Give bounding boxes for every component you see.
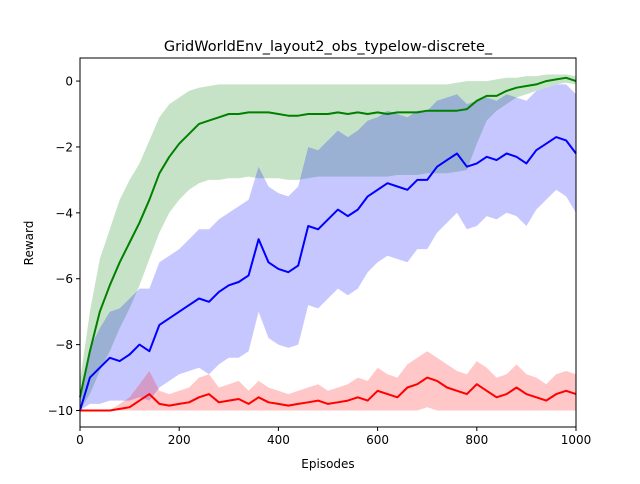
y-axis-ticks: 0 −2 −4 −6 −8 −10 [48, 75, 80, 418]
plot-frame [79, 57, 577, 428]
chart-title: GridWorldEnv_layout2_obs_typelow-discret… [164, 39, 493, 55]
y-tick-label: −6 [55, 272, 73, 286]
y-tick-label: −8 [55, 338, 73, 352]
y-tick-label: −2 [55, 140, 73, 154]
y-tick-label: 0 [65, 75, 73, 89]
axes [79, 57, 577, 428]
series-1-band [80, 74, 576, 411]
x-tick-label: 600 [366, 433, 389, 447]
series-1-line [79, 76, 577, 398]
x-tick-label: 0 [76, 433, 84, 447]
y-tick-label: −4 [55, 206, 73, 220]
series-lines [79, 76, 577, 412]
x-tick-label: 200 [168, 433, 191, 447]
y-tick-label: −10 [48, 404, 73, 418]
x-axis-label: Episodes [301, 457, 354, 471]
series-2-line [79, 136, 577, 411]
x-axis-ticks: 0 200 400 600 800 1000 [76, 427, 591, 447]
series-2-band [80, 84, 576, 411]
x-tick-label: 800 [465, 433, 488, 447]
series-3-line [80, 376, 577, 412]
x-tick-label: 1000 [561, 433, 592, 447]
x-tick-label: 400 [267, 433, 290, 447]
y-axis-label: Reward [22, 221, 36, 266]
